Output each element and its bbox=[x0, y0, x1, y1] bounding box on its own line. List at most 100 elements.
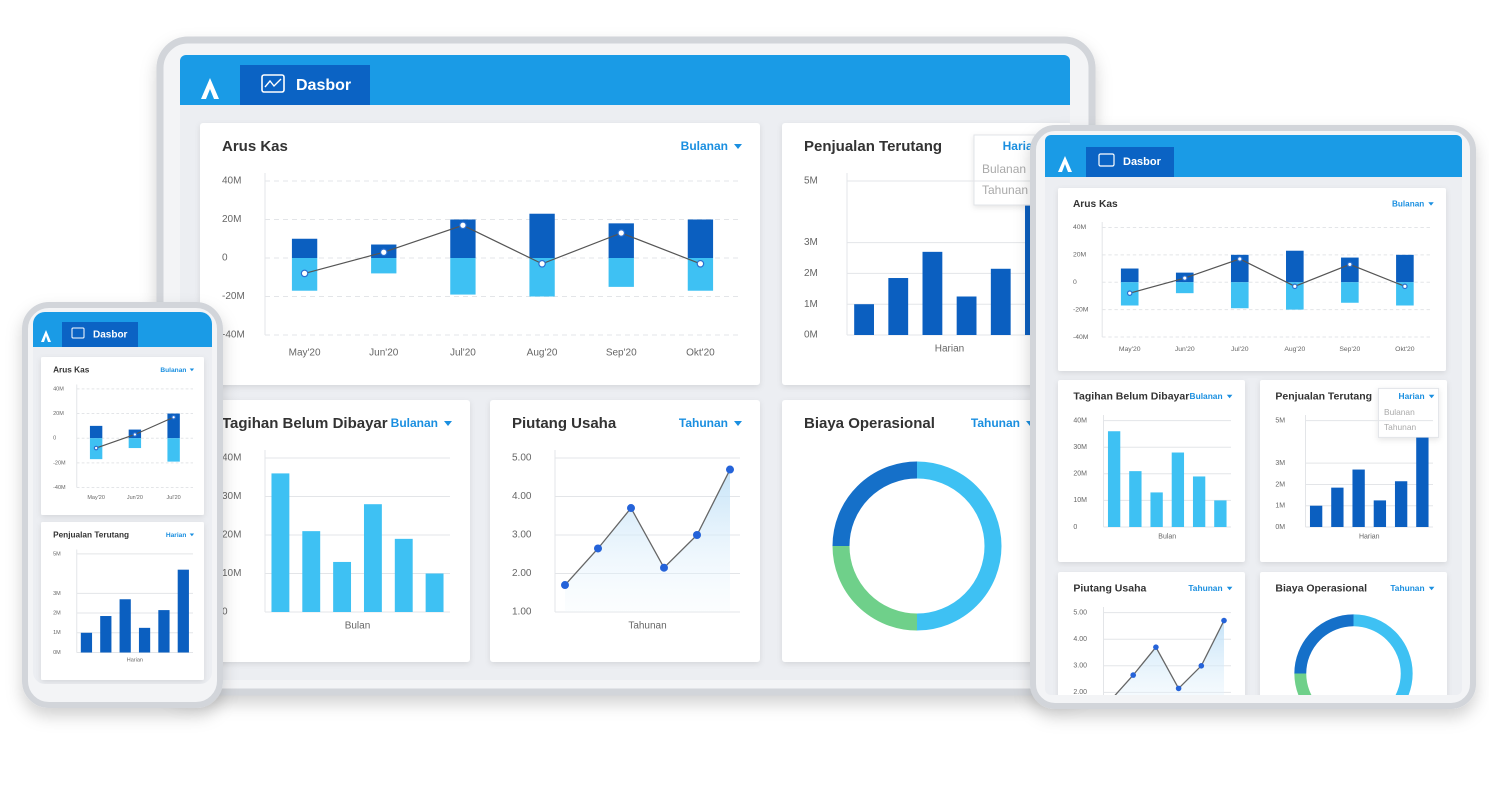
y-tick-label: 4.00 bbox=[512, 491, 532, 502]
trend-point bbox=[617, 229, 626, 237]
bar-negative bbox=[1341, 282, 1359, 303]
period-dropdown[interactable]: Harian bbox=[166, 532, 187, 539]
bar bbox=[425, 573, 444, 612]
period-dropdown[interactable]: Bulanan bbox=[391, 416, 438, 430]
period-dropdown[interactable]: Tahunan bbox=[1188, 583, 1222, 593]
widget-card: Piutang Usaha Tahunan 1.00 2.00 3.00 4.00 5.00… bbox=[490, 400, 760, 662]
phone: Dasbor Arus Kas Bulanan 40M 20M 0 -20M -40M May… bbox=[22, 302, 223, 708]
point bbox=[693, 531, 701, 539]
logo bbox=[1058, 156, 1072, 172]
y-tick-label: 5M bbox=[1275, 417, 1285, 424]
x-tick-label: Okt'20 bbox=[1395, 346, 1415, 353]
point bbox=[726, 465, 734, 474]
period-dropdown[interactable]: Harian bbox=[1399, 391, 1425, 401]
tab-icon-line bbox=[264, 78, 282, 88]
dropdown-caret bbox=[1226, 394, 1233, 399]
x-tick-label: May'20 bbox=[1119, 346, 1141, 353]
tab[interactable] bbox=[1086, 147, 1174, 177]
bar-positive bbox=[1396, 254, 1414, 283]
bar-negative bbox=[1396, 282, 1414, 306]
y-tick-label: 0 bbox=[1073, 279, 1077, 286]
y-tick-label: 2M bbox=[53, 611, 61, 617]
bar bbox=[302, 531, 321, 612]
bar bbox=[100, 616, 112, 653]
trend-point bbox=[93, 445, 99, 451]
y-tick-label: 30M bbox=[222, 491, 241, 502]
area bbox=[565, 469, 730, 612]
y-tick-label: 5M bbox=[804, 176, 818, 187]
y-tick-label: 20M bbox=[1073, 252, 1087, 259]
bar bbox=[1214, 500, 1227, 527]
bar bbox=[1192, 476, 1206, 527]
bar bbox=[1309, 505, 1323, 527]
dropdown-caret bbox=[1428, 394, 1435, 399]
period-dropdown[interactable]: Bulanan bbox=[160, 367, 186, 374]
period-dropdown[interactable]: Tahunan bbox=[1390, 583, 1424, 593]
y-tick-label: 0 bbox=[222, 253, 228, 264]
tab-icon bbox=[71, 327, 85, 339]
area bbox=[1110, 620, 1224, 695]
y-tick-label: 40M bbox=[222, 453, 241, 464]
point bbox=[594, 544, 602, 553]
y-tick-label: 2M bbox=[1275, 481, 1285, 488]
card-title: Arus Kas bbox=[1073, 199, 1118, 210]
card-title: Piutang Usaha bbox=[512, 415, 617, 432]
donut-slice bbox=[832, 461, 918, 547]
period-dropdown[interactable]: Tahunan bbox=[971, 416, 1020, 430]
bar-positive bbox=[1341, 257, 1359, 283]
dropdown-option: Tahunan bbox=[982, 183, 1028, 197]
y-tick-label: 5.00 bbox=[512, 453, 532, 464]
tab-icon bbox=[261, 74, 285, 93]
y-tick-label: -40M bbox=[53, 485, 66, 491]
dropdown-popup bbox=[1377, 387, 1440, 438]
period-dropdown[interactable]: Bulanan bbox=[681, 139, 728, 153]
y-tick-label: 3M bbox=[804, 237, 818, 248]
y-tick-label: 10M bbox=[1073, 497, 1087, 504]
bar-positive bbox=[529, 213, 555, 258]
y-tick-label: -20M bbox=[53, 460, 66, 466]
bar bbox=[990, 268, 1011, 335]
bar-positive bbox=[167, 413, 180, 439]
bar-positive bbox=[291, 238, 318, 258]
x-tick-label: May'20 bbox=[289, 348, 321, 359]
tab[interactable] bbox=[62, 322, 138, 347]
donut-slice bbox=[1294, 614, 1354, 674]
tablet: Dasbor Arus Kas Bulanan 40M 20M 0 -20M -40M May… bbox=[1030, 125, 1476, 709]
bar-negative bbox=[1286, 282, 1304, 310]
dropdown-option: Bulanan bbox=[1384, 407, 1415, 417]
bar-positive bbox=[1120, 268, 1139, 283]
period-dropdown[interactable]: Tahunan bbox=[679, 416, 728, 430]
tab-label: Dasbor bbox=[296, 77, 351, 94]
x-tick-label: Sep'20 bbox=[1339, 346, 1360, 353]
period-dropdown[interactable]: Bulanan bbox=[1392, 199, 1424, 208]
y-tick-label: 5M bbox=[53, 551, 61, 557]
point bbox=[627, 504, 635, 513]
trend-point bbox=[1181, 275, 1188, 281]
card-title: Tagihan Belum Dibayar bbox=[1073, 391, 1189, 403]
trend-point bbox=[1347, 261, 1353, 268]
card-title: Penjualan Terutang bbox=[1275, 391, 1372, 403]
donut-slice bbox=[1353, 614, 1413, 695]
trend-point bbox=[1292, 283, 1298, 290]
y-tick-label: 0 bbox=[53, 436, 56, 442]
dropdown-caret bbox=[189, 533, 195, 537]
bar bbox=[333, 561, 352, 612]
card-bg bbox=[41, 357, 204, 515]
bar bbox=[158, 610, 170, 653]
x-tick-label: May'20 bbox=[87, 495, 105, 501]
trend-line bbox=[1129, 258, 1406, 294]
dropdown-caret bbox=[1428, 202, 1434, 206]
bar-negative bbox=[1175, 282, 1194, 294]
x-axis-label: Harian bbox=[935, 344, 964, 355]
bar bbox=[888, 278, 909, 335]
bar-positive bbox=[89, 425, 103, 439]
tab-icon bbox=[1098, 153, 1115, 167]
point bbox=[1198, 663, 1205, 669]
bar bbox=[1331, 487, 1344, 527]
bar bbox=[956, 296, 977, 335]
widget-card: Biaya Operasional Tahunan bbox=[782, 400, 1052, 662]
bar-negative bbox=[128, 438, 142, 449]
x-tick-label: Jun'20 bbox=[127, 495, 143, 501]
period-dropdown[interactable]: Bulanan bbox=[1190, 391, 1223, 401]
